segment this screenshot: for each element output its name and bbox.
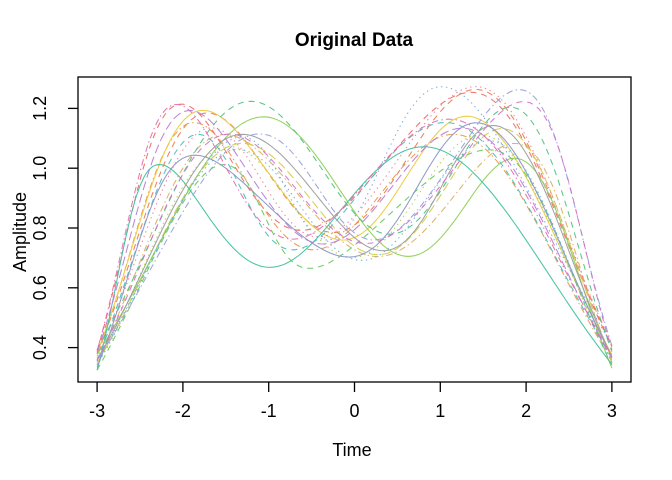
series-line-curve-14 [96, 86, 613, 362]
x-tick-label: -1 [261, 401, 277, 421]
x-tick-label: -3 [89, 401, 105, 421]
y-axis-label: Amplitude [10, 192, 30, 272]
plot-title: Original Data [295, 30, 414, 51]
x-tick-label: 1 [435, 401, 445, 421]
series-line-curve-16 [96, 124, 613, 361]
x-tick-label: -2 [175, 401, 191, 421]
series-line-curve-06 [96, 128, 613, 364]
x-axis-label: Time [332, 440, 371, 460]
series-line-curve-02 [96, 88, 613, 354]
x-tick-label: 2 [521, 401, 531, 421]
series-line-curve-10 [96, 100, 613, 352]
axes-group: -3 -2 -1 0 1 2 3 0.4 0.6 0.8 1.0 1.2 [30, 96, 617, 421]
series-line-curve-11 [96, 146, 613, 371]
y-tick-label: 1.0 [30, 156, 50, 181]
series-line-curve-21 [96, 86, 613, 359]
y-tick-label: 0.8 [30, 215, 50, 240]
series-line-curve-17 [96, 89, 613, 361]
y-tick-label: 0.4 [30, 335, 50, 360]
y-tick-label: 1.2 [30, 96, 50, 121]
series-line-curve-18 [96, 109, 613, 359]
y-tick-label: 0.6 [30, 275, 50, 300]
x-tick-label: 0 [349, 401, 359, 421]
series-line-curve-19 [96, 101, 613, 361]
series-line-curve-07 [96, 134, 613, 365]
series-line-curve-09 [96, 149, 613, 371]
series-line-curve-15 [96, 122, 613, 368]
curves-group [96, 86, 613, 371]
series-line-curve-13 [96, 140, 613, 366]
series-line-curve-12 [96, 121, 613, 361]
series-line-curve-04 [96, 134, 613, 364]
x-tick-label: 3 [607, 401, 617, 421]
series-line-curve-01 [96, 91, 613, 351]
series-line-curve-20 [96, 103, 613, 356]
